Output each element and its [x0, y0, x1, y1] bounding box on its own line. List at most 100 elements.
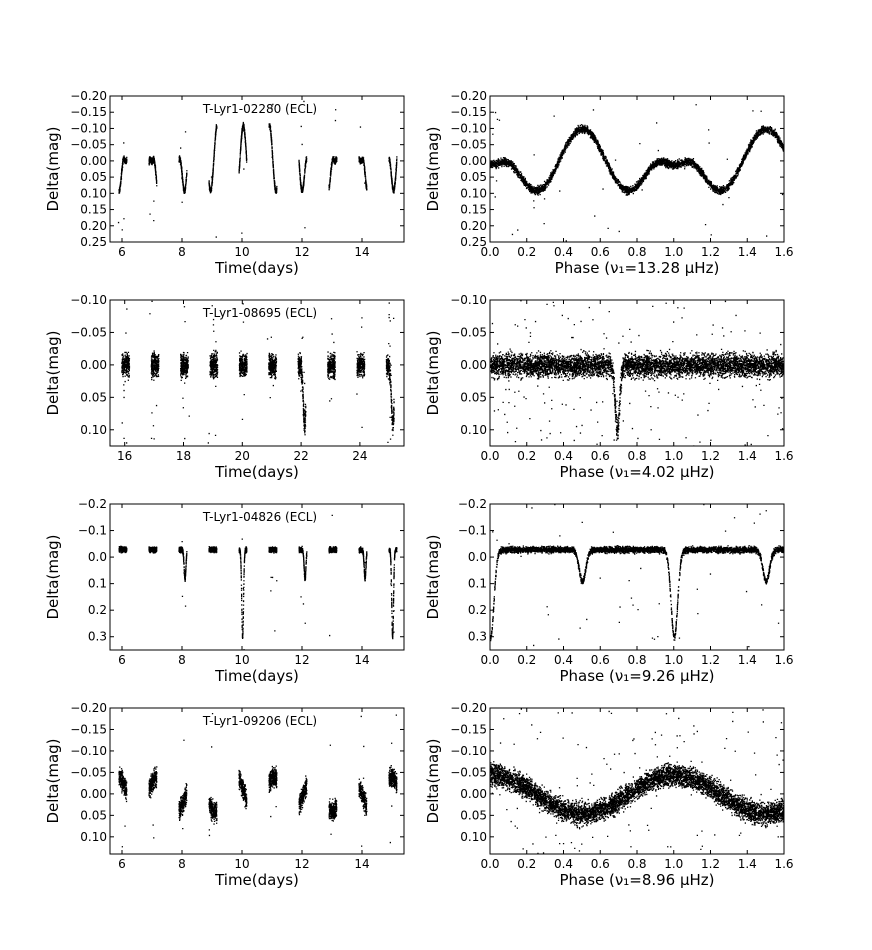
x-axis-title: Phase (ν₁=8.96 μHz): [559, 871, 714, 889]
panel-4: 0.0 0.2 0.4 0.6 0.8 1.0 1.2 1.4 1.6 −0.10 −0.05 0.0…: [424, 293, 794, 481]
x-tick-label: 0.4: [554, 449, 573, 463]
y-tick-label: 0.15: [460, 203, 487, 217]
x-tick-label: 12: [294, 653, 309, 667]
y-axis-title: Delta(mag): [44, 738, 62, 823]
y-tick-label: −0.15: [70, 722, 107, 736]
x-tick-label: 10: [234, 857, 249, 871]
x-tick-label: 1.2: [701, 449, 720, 463]
star-label: T-Lyr1-02280 (ECL): [202, 102, 317, 116]
y-tick-label: 0.3: [468, 630, 487, 644]
y-tick-label: 0.00: [460, 154, 487, 168]
x-tick-label: 14: [354, 653, 369, 667]
y-tick-label: 0.0: [88, 550, 107, 564]
y-tick-label: 0.3: [88, 630, 107, 644]
y-tick-label: 0.20: [460, 219, 487, 233]
y-tick-label: 0.10: [80, 423, 107, 437]
y-tick-label: −0.10: [70, 744, 107, 758]
y-tick-label: −0.05: [70, 765, 107, 779]
x-axis-title: Phase (ν₁=9.26 μHz): [559, 667, 714, 685]
y-tick-label: 0.10: [80, 186, 107, 200]
x-tick-label: 0.8: [627, 857, 646, 871]
axes-frame: [109, 707, 405, 855]
data-points: [490, 300, 784, 446]
y-tick-label: −0.20: [450, 89, 487, 103]
x-tick-label: 10: [234, 245, 249, 259]
y-tick-label: 0.05: [460, 808, 487, 822]
y-tick-label: 0.05: [80, 170, 107, 184]
axes-frame: [109, 95, 405, 243]
data-points: [121, 300, 395, 444]
y-tick-label: −0.10: [70, 293, 107, 307]
x-tick-label: 0.8: [627, 653, 646, 667]
y-tick-label: 0.25: [460, 235, 487, 249]
axes-frame: [109, 299, 405, 447]
x-tick-label: 0.2: [517, 449, 536, 463]
panel-1: 6 8 10 12 14 −0.20 −0.15 −0.10 −0.05 0.00 0.05 0.10…: [44, 89, 405, 277]
y-tick-label: 0.1: [88, 577, 107, 591]
x-tick-label: 0.6: [591, 653, 610, 667]
y-tick-label: 0.10: [80, 830, 107, 844]
y-tick-label: 0.05: [80, 808, 107, 822]
x-tick-label: 18: [176, 449, 191, 463]
x-tick-label: 0.6: [591, 857, 610, 871]
y-tick-label: 0.00: [80, 787, 107, 801]
y-axis-title: Delta(mag): [424, 330, 442, 415]
panel-8: 0.0 0.2 0.4 0.6 0.8 1.0 1.2 1.4 1.6 −0.20 −0.15 −0.…: [424, 701, 794, 889]
x-tick-label: 1.0: [664, 245, 683, 259]
x-tick-label: 0.0: [480, 653, 499, 667]
y-tick-label: 0.05: [460, 170, 487, 184]
panel-2: 0.0 0.2 0.4 0.6 0.8 1.0 1.2 1.4 1.6 −0.20 −0.15 −0.…: [424, 89, 794, 277]
y-tick-label: −0.05: [450, 765, 487, 779]
star-label: T-Lyr1-09206 (ECL): [202, 714, 317, 728]
y-tick-label: 0.20: [80, 219, 107, 233]
x-tick-label: 14: [354, 245, 369, 259]
x-tick-label: 1.2: [701, 857, 720, 871]
y-tick-label: −0.20: [70, 89, 107, 103]
y-tick-label: 0.00: [460, 787, 487, 801]
x-tick-label: 1.0: [664, 653, 683, 667]
y-tick-label: −0.15: [70, 105, 107, 119]
y-axis-title: Delta(mag): [424, 738, 442, 823]
y-tick-label: −0.10: [450, 293, 487, 307]
x-axis-title: Time(days): [214, 871, 299, 889]
data-points: [117, 100, 398, 238]
y-tick-label: −0.20: [70, 701, 107, 715]
y-axis-title: Delta(mag): [424, 534, 442, 619]
x-tick-label: 1.2: [701, 653, 720, 667]
x-tick-label: 0.8: [627, 245, 646, 259]
x-tick-label: 1.2: [701, 245, 720, 259]
x-tick-label: 0.8: [627, 449, 646, 463]
y-tick-label: 0.05: [460, 390, 487, 404]
y-tick-label: −0.2: [458, 497, 487, 511]
star-label: T-Lyr1-08695 (ECL): [202, 306, 317, 320]
y-tick-label: −0.1: [78, 524, 107, 538]
y-tick-label: 0.25: [80, 235, 107, 249]
data-points: [490, 504, 784, 648]
x-tick-label: 6: [118, 245, 126, 259]
y-tick-label: 0.00: [80, 358, 107, 372]
x-axis-title: Time(days): [214, 667, 299, 685]
y-tick-label: 0.1: [468, 577, 487, 591]
x-tick-label: 0.4: [554, 653, 573, 667]
x-axis-title: Time(days): [214, 259, 299, 277]
y-tick-label: −0.1: [458, 524, 487, 538]
x-tick-label: 0.6: [591, 449, 610, 463]
x-tick-label: 0.2: [517, 653, 536, 667]
x-tick-label: 24: [352, 449, 367, 463]
x-tick-label: 16: [117, 449, 132, 463]
y-tick-label: −0.15: [450, 722, 487, 736]
x-tick-label: 12: [294, 857, 309, 871]
y-tick-label: −0.05: [450, 325, 487, 339]
y-tick-label: −0.10: [450, 744, 487, 758]
x-tick-label: 0.4: [554, 245, 573, 259]
x-tick-label: 14: [354, 857, 369, 871]
x-tick-label: 0.6: [591, 245, 610, 259]
panel-6: 0.0 0.2 0.4 0.6 0.8 1.0 1.2 1.4 1.6 −0.2 −0.1 0.0 0.…: [424, 497, 794, 685]
x-tick-label: 0.0: [480, 449, 499, 463]
x-tick-label: 1.6: [774, 449, 793, 463]
y-tick-label: 0.2: [88, 603, 107, 617]
x-tick-label: 0.4: [554, 857, 573, 871]
y-tick-label: 0.2: [468, 603, 487, 617]
y-tick-label: −0.10: [450, 121, 487, 135]
